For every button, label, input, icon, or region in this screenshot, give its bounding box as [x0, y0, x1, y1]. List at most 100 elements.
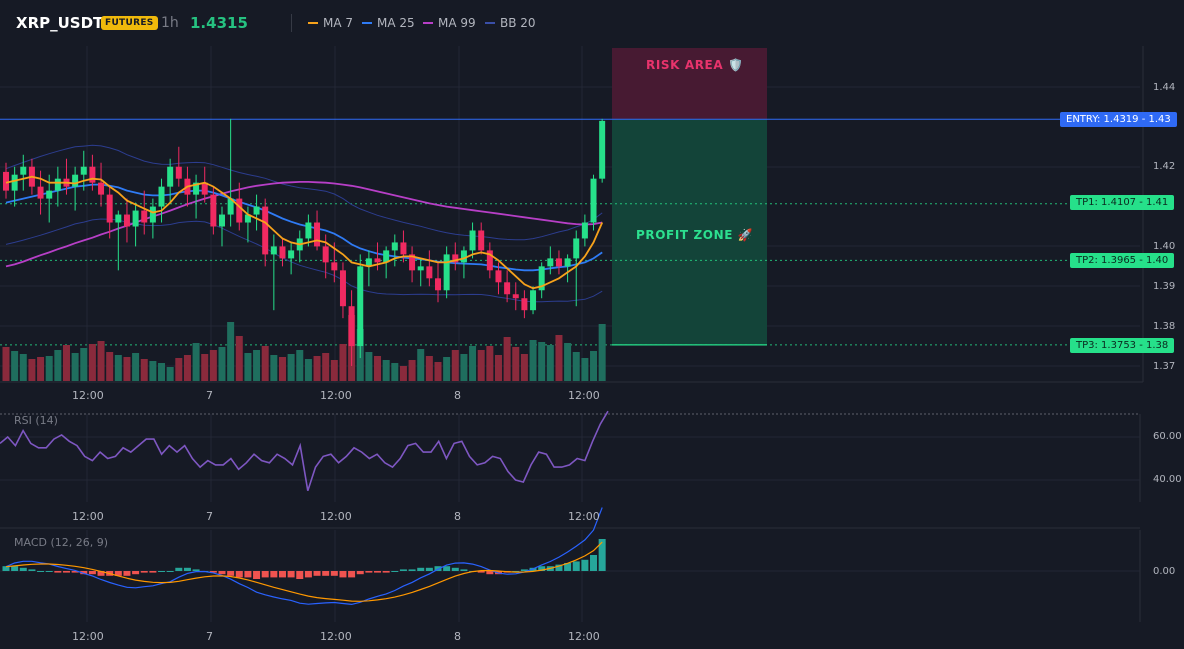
macd-title[interactable]: MACD (12, 26, 9) [14, 536, 109, 549]
symbol-title[interactable]: XRP_USDT [16, 14, 104, 32]
timeframe-label[interactable]: 1h [161, 15, 179, 31]
volume-bar [469, 346, 477, 381]
candle-body [193, 182, 200, 195]
volume-bar [71, 353, 79, 381]
macd-histogram-bar [45, 571, 53, 572]
candle-body [314, 222, 321, 247]
legend-bb20-label: BB 20 [500, 16, 536, 30]
candle-body [270, 246, 277, 255]
candle-body [123, 214, 130, 227]
volume-bar [296, 350, 304, 381]
volume-bar [192, 343, 200, 381]
macd-histogram-bar [356, 571, 364, 575]
volume-bar [313, 356, 321, 381]
macd-histogram-bar [572, 561, 580, 571]
macd-histogram-bar [365, 571, 373, 573]
volume-bar [28, 359, 36, 381]
macd-histogram-bar [37, 571, 45, 572]
volume-bar [209, 350, 217, 381]
candle-body [288, 250, 295, 259]
ma99-line [5, 180, 603, 268]
candle-body [3, 171, 9, 191]
legend-ma7-swatch [308, 22, 318, 24]
volume-bar [546, 345, 554, 381]
risk-area-label: RISK AREA 🛡️ [646, 58, 744, 72]
candle-body [400, 242, 407, 255]
legend-ma7-label: MA 7 [323, 16, 354, 30]
volume-bar [572, 352, 580, 381]
macd-histogram-bar [270, 571, 278, 578]
volume-bar [218, 347, 226, 381]
candle-body [175, 166, 182, 179]
macd-histogram-bar [581, 559, 589, 571]
candle-body [262, 206, 269, 255]
candle-body [512, 294, 519, 299]
volume-bar [443, 357, 451, 381]
legend-ma7[interactable]: MA 7 [308, 16, 353, 30]
candle-body [486, 250, 493, 271]
candle-body [236, 198, 243, 223]
volume-bar [538, 342, 546, 381]
time-tick-4: 8 [454, 389, 461, 402]
price-tick-1-37: 1.37 [1153, 361, 1176, 372]
candle-body [460, 250, 467, 263]
legend-ma25[interactable]: MA 25 [362, 16, 415, 30]
volume-bar [149, 361, 157, 381]
time-tick-1: 12:00 [72, 389, 104, 402]
macd-histogram-bar [11, 566, 19, 571]
candle-body [72, 174, 79, 187]
volume-bar [175, 358, 183, 381]
ma25-line [5, 183, 603, 272]
macd-histogram-bar [477, 571, 485, 573]
macd-histogram-bar [192, 569, 200, 571]
macd-histogram-bar [451, 567, 459, 571]
candle-body [547, 258, 554, 267]
macd-histogram-bar [140, 571, 148, 573]
macd-histogram-bar [382, 571, 390, 573]
ma7-line [5, 175, 604, 290]
rsi-title[interactable]: RSI (14) [14, 414, 58, 427]
rsi-tick-60: 60.00 [1153, 431, 1182, 442]
macd-histogram-bar [62, 571, 70, 573]
futures-badge: FUTURES [101, 16, 158, 30]
candle-body [391, 242, 398, 251]
volume-bar [382, 360, 390, 381]
legend-bb20[interactable]: BB 20 [485, 16, 536, 30]
candle-body [478, 230, 485, 251]
candle-body [253, 206, 260, 215]
candle-body [599, 120, 606, 179]
macd-histogram-bar [391, 571, 399, 572]
macd-histogram-bar [209, 571, 217, 573]
macd-histogram-bar [399, 569, 407, 571]
macd-histogram-bar [486, 571, 494, 575]
macd-histogram-bar [88, 571, 96, 575]
candle-body [89, 166, 96, 183]
entry-tag: ENTRY: 1.4319 - 1.43 [1060, 112, 1177, 127]
volume-bar [322, 353, 330, 381]
macd-histogram-bar [590, 555, 598, 571]
macd-tick-0: 0.00 [1153, 566, 1176, 577]
macd-histogram-bar [304, 571, 312, 578]
rsi-line [0, 410, 609, 492]
macd-signal-line [5, 541, 603, 602]
macd-histogram-bar [253, 571, 261, 579]
macd-histogram-bar [28, 569, 36, 571]
candle-body [409, 254, 416, 271]
macd-histogram-bar [19, 567, 27, 571]
macd-histogram-bar [408, 569, 416, 571]
macd-histogram-bar [374, 571, 382, 573]
legend-ma99[interactable]: MA 99 [423, 16, 476, 30]
tp1-tag: TP1: 1.4107 - 1.41 [1070, 195, 1175, 210]
volume-bar [261, 346, 269, 381]
volume-bar [590, 351, 598, 381]
macd-histogram-bar [425, 567, 433, 571]
volume-bar [503, 337, 511, 381]
macd-histogram-bar [123, 571, 131, 576]
candle-body [244, 214, 251, 223]
volume-bar [140, 359, 148, 381]
macd-histogram-bar [149, 571, 157, 573]
macd-histogram-bar [538, 566, 546, 571]
candle-body [581, 222, 588, 239]
candle-body [115, 214, 122, 223]
